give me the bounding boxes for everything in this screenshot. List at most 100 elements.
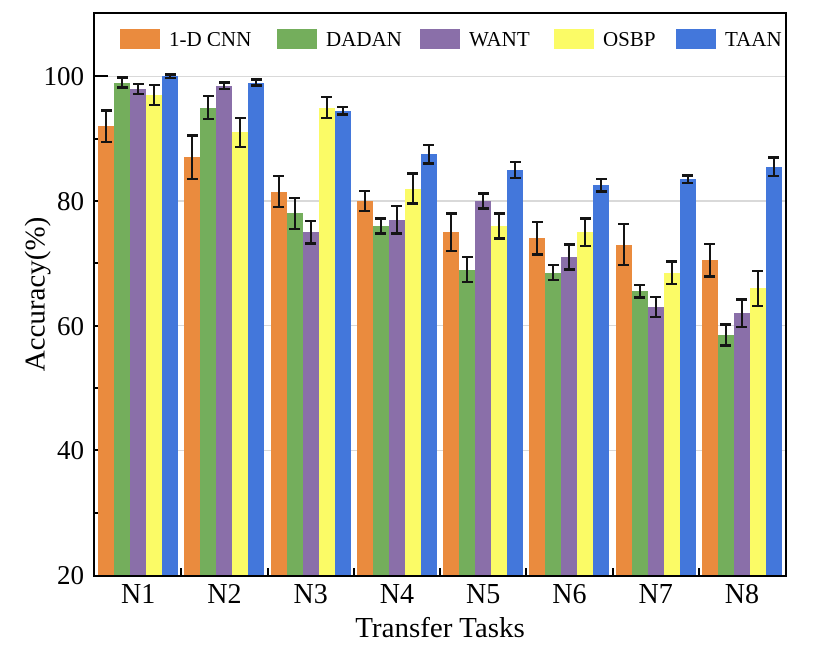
- legend-item-want: WANT: [420, 27, 530, 51]
- errorbar-cap-bottom: [547, 278, 559, 282]
- errorbar-line: [293, 197, 296, 230]
- errorbar-cap-bottom: [321, 116, 333, 120]
- legend-item-dadan: DADAN: [277, 28, 402, 50]
- errorbar-cap-top: [375, 217, 387, 220]
- bar-1-d-cnn-n4: [356, 201, 373, 575]
- bar-want-n4: [388, 219, 405, 575]
- legend-item-taan: TAAN: [676, 28, 782, 50]
- errorbar-cap-bottom: [579, 244, 591, 248]
- legend-swatch-dadan: [277, 29, 317, 49]
- errorbar-line: [395, 205, 398, 234]
- errorbar-cap-top: [595, 177, 607, 181]
- bar-taan-n8: [765, 166, 782, 575]
- errorbar-cap-top: [650, 295, 662, 299]
- bar-taan-n1: [162, 76, 179, 575]
- errorbar-cap-top: [234, 116, 246, 120]
- errorbar-line: [724, 324, 727, 346]
- x-tick-label-n4: N4: [379, 579, 414, 610]
- bar-taan-n2: [248, 82, 265, 575]
- errorbar-cap-bottom: [563, 268, 575, 271]
- bar-want-n8: [733, 313, 750, 575]
- errorbar-line: [191, 135, 194, 180]
- errorbar-cap-top: [423, 143, 435, 147]
- errorbar-cap-bottom: [100, 140, 112, 143]
- errorbar-cap-bottom: [132, 92, 144, 95]
- errorbar-line: [514, 161, 517, 178]
- errorbar-line: [686, 175, 689, 183]
- x-minor-tick-7: [697, 568, 700, 575]
- errorbar-line: [638, 285, 641, 298]
- errorbar-cap-bottom: [423, 162, 435, 165]
- errorbar-cap-top: [186, 134, 198, 137]
- errorbar-cap-bottom: [445, 249, 457, 253]
- x-axis-title: Transfer Tasks: [355, 612, 525, 644]
- errorbar-cap-top: [164, 73, 176, 76]
- errorbar-line: [654, 296, 657, 317]
- errorbar-cap-top: [477, 192, 489, 195]
- bar-taan-n5: [507, 169, 524, 575]
- errorbar-cap-bottom: [595, 190, 607, 193]
- bar-1-d-cnn-n1: [98, 126, 115, 575]
- errorbar-cap-top: [250, 78, 262, 81]
- bar-taan-n4: [420, 154, 437, 575]
- y-tick-label-20: 20: [57, 560, 84, 590]
- x-tick-label-n3: N3: [293, 579, 328, 610]
- y-tick-label-60: 60: [57, 310, 84, 341]
- errorbar-cap-bottom: [337, 113, 349, 116]
- y-tick-label-80: 80: [57, 186, 84, 216]
- bar-dadan-n6: [545, 272, 562, 575]
- errorbar-line: [740, 299, 743, 327]
- x-minor-tick-3: [352, 568, 355, 575]
- bar-osbp-n6: [577, 232, 594, 575]
- errorbar-cap-top: [736, 298, 748, 301]
- bar-want-n7: [647, 306, 664, 575]
- errorbar-line: [379, 218, 382, 234]
- bar-1-d-cnn-n5: [443, 232, 460, 575]
- errorbar-cap-top: [461, 255, 473, 259]
- bar-osbp-n7: [663, 272, 680, 575]
- legend-label-want: WANT: [469, 27, 530, 51]
- errorbar-cap-bottom: [391, 232, 403, 235]
- bar-dadan-n2: [200, 107, 217, 575]
- x-minor-tick-6: [611, 568, 614, 575]
- legend-swatch-taan: [676, 29, 716, 49]
- errorbar-cap-bottom: [704, 275, 716, 278]
- x-tick-label-n7: N7: [638, 579, 673, 610]
- bar-dadan-n3: [286, 213, 303, 575]
- x-minor-tick-1: [180, 568, 183, 575]
- errorbar-cap-bottom: [186, 177, 198, 181]
- errorbar-cap-bottom: [650, 315, 662, 319]
- bar-osbp-n3: [318, 107, 335, 575]
- x-tick-label-n2: N2: [207, 579, 242, 610]
- y-axis-title: Accuracy(%): [19, 216, 52, 372]
- errorbar-cap-bottom: [493, 237, 505, 240]
- bar-dadan-n1: [114, 82, 131, 575]
- errorbar-line: [105, 110, 108, 142]
- errorbar-line: [466, 257, 469, 283]
- errorbar-line: [708, 244, 711, 277]
- x-tick-label-n1: N1: [121, 579, 156, 610]
- bar-1-d-cnn-n7: [615, 244, 632, 575]
- errorbar-cap-bottom: [720, 344, 732, 347]
- legend-item-osbp: OSBP: [554, 27, 656, 51]
- errorbar-line: [121, 77, 124, 88]
- bar-taan-n3: [334, 110, 351, 575]
- errorbar-cap-top: [359, 189, 371, 193]
- errorbar-line: [600, 179, 603, 192]
- bar-taan-n6: [593, 185, 610, 575]
- errorbar-cap-top: [752, 269, 764, 272]
- errorbar-line: [277, 176, 280, 208]
- bar-osbp-n8: [749, 288, 766, 575]
- errorbar-cap-top: [634, 283, 646, 287]
- errorbar-line: [670, 261, 673, 284]
- bar-1-d-cnn-n6: [529, 238, 546, 575]
- legend-label-osbp: OSBP: [603, 27, 656, 51]
- legend-swatch-want: [420, 29, 460, 49]
- errorbar-cap-top: [116, 76, 128, 79]
- errorbar-line: [536, 222, 539, 255]
- bar-1-d-cnn-n2: [184, 157, 201, 575]
- legend-label-1-d-cnn: 1-D CNN: [169, 27, 252, 51]
- errorbar-line: [498, 213, 501, 239]
- errorbar-cap-bottom: [634, 296, 646, 299]
- errorbar-line: [568, 244, 571, 270]
